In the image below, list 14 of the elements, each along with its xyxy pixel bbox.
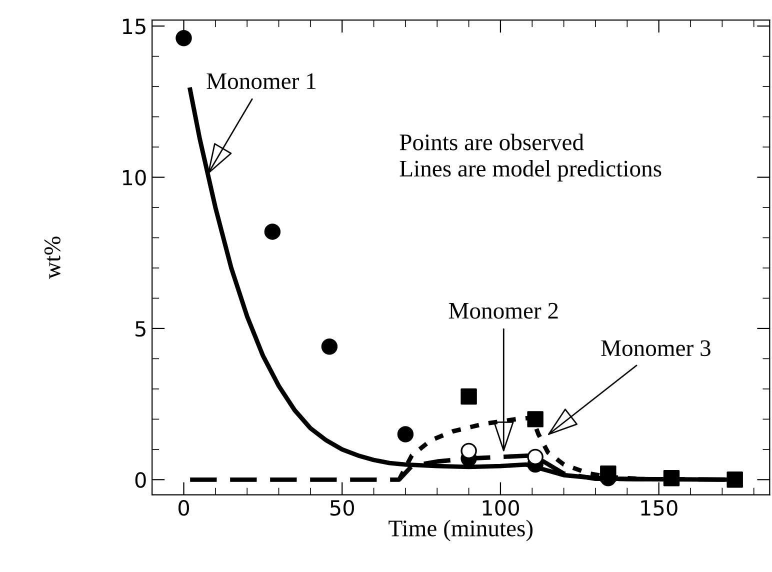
y-axis-title: wt% xyxy=(44,236,60,280)
y-tick-label: 15 xyxy=(123,18,146,34)
y-tick-label: 5 xyxy=(136,321,146,337)
annotation: Monomer 2 xyxy=(448,302,558,319)
x-tick-label: 150 xyxy=(641,500,678,516)
annotation: Monomer 3 xyxy=(601,340,710,356)
x-tick-label: 100 xyxy=(482,500,519,516)
annotation: Monomer 1 xyxy=(206,73,316,90)
y-tick-label: 0 xyxy=(135,472,146,488)
annotation: Points are observed Lines are model predictions xyxy=(400,134,662,182)
x-axis-title: Time (minutes) xyxy=(388,520,533,542)
x-tick-label: 50 xyxy=(330,500,354,516)
x-tick-label: 0 xyxy=(178,500,189,516)
y-tick-label: 10 xyxy=(123,170,146,186)
